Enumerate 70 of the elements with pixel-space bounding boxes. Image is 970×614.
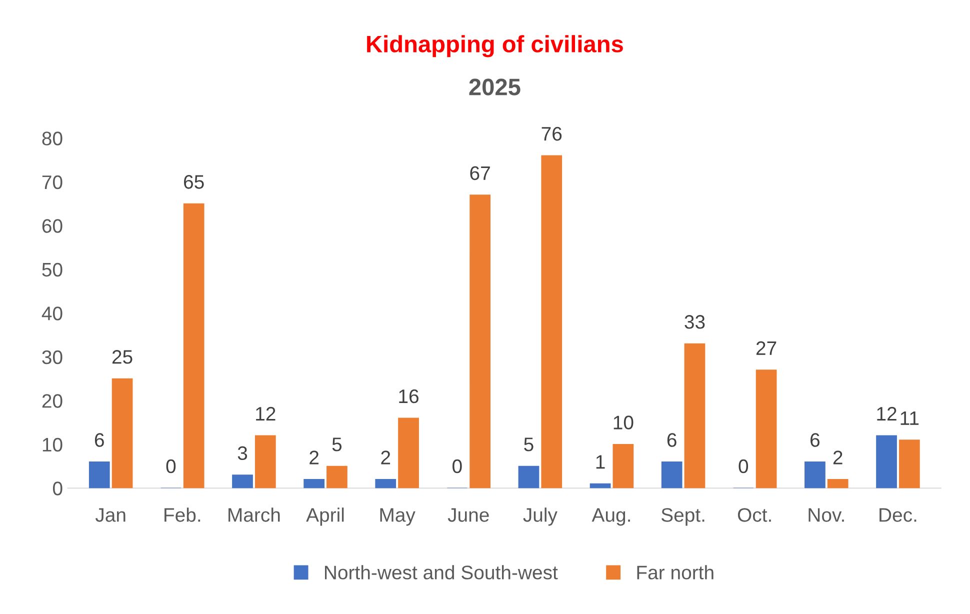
y-tick-label: 60 [42, 219, 62, 233]
data-label: 0 [452, 459, 462, 474]
bar [898, 440, 920, 488]
bar [684, 343, 706, 488]
bar [326, 466, 348, 488]
x-tick-label: Oct. [738, 508, 771, 522]
data-label: 16 [399, 389, 418, 404]
data-label: 6 [667, 433, 676, 447]
x-tick-label: Feb. [164, 508, 200, 522]
data-label: 2 [381, 450, 390, 464]
data-label: 25 [112, 350, 132, 364]
data-label: 12 [256, 406, 276, 420]
x-tick-label: May [380, 508, 416, 526]
legend-label: North-west and South-west [324, 565, 558, 580]
chart-subtitle: 2025 [469, 78, 520, 96]
data-label: 0 [738, 459, 748, 474]
data-label: 6 [94, 433, 104, 447]
legend-label: Far north [637, 565, 714, 580]
x-tick-label: Aug. [592, 508, 630, 526]
data-label: 5 [524, 438, 534, 452]
bar [661, 461, 682, 488]
bar [756, 370, 777, 488]
x-tick-label: July [523, 508, 558, 526]
y-tick-label: 30 [42, 350, 62, 364]
data-label: 10 [614, 416, 634, 430]
data-label: 3 [238, 446, 248, 460]
data-label: 65 [184, 175, 204, 189]
bar [183, 203, 204, 488]
data-label: 12 [877, 406, 896, 420]
data-label: 0 [166, 459, 176, 474]
x-tick-label: Jan [95, 508, 126, 522]
data-label: 76 [542, 126, 562, 141]
data-label: 5 [332, 438, 342, 452]
x-tick-label: Nov. [808, 508, 844, 522]
bar [612, 444, 634, 488]
data-label: 27 [756, 341, 776, 355]
bar [827, 478, 848, 488]
y-tick-label: 20 [42, 394, 62, 408]
bar [876, 435, 897, 488]
data-label: 6 [810, 433, 820, 447]
bar [470, 194, 491, 488]
y-tick-label: 70 [42, 175, 62, 190]
bar [112, 378, 133, 488]
data-label: 2 [310, 450, 318, 464]
bar [398, 418, 419, 488]
y-tick-label: 50 [42, 262, 62, 277]
data-label: 1 [596, 455, 605, 469]
x-tick-label: April [306, 508, 344, 526]
x-tick-label: Dec. [880, 508, 916, 522]
bar [590, 483, 611, 488]
bar [304, 478, 324, 488]
y-tick-label: 80 [42, 132, 62, 146]
y-tick-label: 10 [42, 438, 62, 452]
data-label: 67 [470, 166, 490, 180]
y-tick-label: 40 [42, 306, 62, 320]
x-tick-label: March [228, 508, 280, 522]
data-label: 2 [833, 450, 842, 464]
bar [804, 461, 826, 488]
x-tick-label: Sept. [661, 508, 704, 526]
chart-title: Kidnapping of civilians [367, 35, 623, 58]
data-label: 11 [900, 411, 919, 425]
x-tick-label: June [448, 508, 489, 522]
bar [232, 474, 253, 488]
data-label: 33 [684, 315, 705, 329]
bar [541, 155, 562, 488]
bar [518, 466, 540, 488]
bar [254, 435, 276, 488]
bar [88, 461, 110, 488]
bar [375, 478, 396, 488]
y-tick-label: 0 [52, 482, 62, 496]
